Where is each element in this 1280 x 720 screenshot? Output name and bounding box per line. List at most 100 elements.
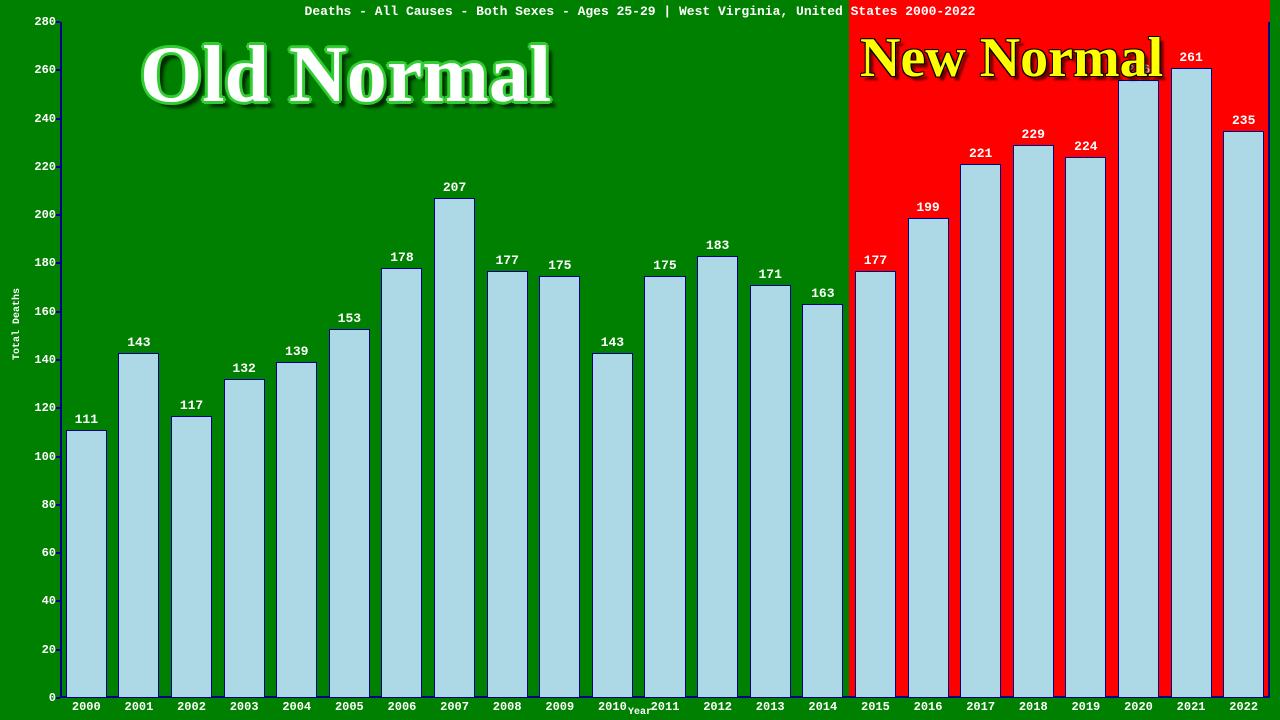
- xtick-label: 2009: [545, 700, 574, 714]
- ytick-mark: [56, 118, 60, 120]
- bar-value-label: 224: [1074, 139, 1097, 154]
- xtick-label: 2021: [1177, 700, 1206, 714]
- bar-value-label: 132: [232, 361, 255, 376]
- bar: [1223, 131, 1264, 698]
- overlay-old-normal: Old Normal: [140, 30, 551, 121]
- xtick-label: 2012: [703, 700, 732, 714]
- ytick-mark: [56, 214, 60, 216]
- bar: [329, 329, 370, 698]
- bar-value-label: 235: [1232, 113, 1255, 128]
- xtick-label: 2004: [282, 700, 311, 714]
- ytick-label: 280: [34, 15, 56, 29]
- bar-value-label: 175: [548, 258, 571, 273]
- ytick-mark: [56, 407, 60, 409]
- bar-value-label: 139: [285, 344, 308, 359]
- bar: [644, 276, 685, 699]
- ytick-label: 120: [34, 401, 56, 415]
- xtick-label: 2001: [125, 700, 154, 714]
- bar-value-label: 153: [338, 311, 361, 326]
- bar-value-label: 207: [443, 180, 466, 195]
- bar: [1013, 145, 1054, 698]
- ytick-mark: [56, 262, 60, 264]
- bar: [276, 362, 317, 698]
- xtick-label: 2014: [808, 700, 837, 714]
- ytick-label: 200: [34, 208, 56, 222]
- overlay-new-normal: New Normal: [860, 26, 1163, 90]
- bar-value-label: 175: [653, 258, 676, 273]
- bar: [1065, 157, 1106, 698]
- ytick-label: 220: [34, 160, 56, 174]
- ytick-mark: [56, 359, 60, 361]
- ytick-mark: [56, 21, 60, 23]
- xtick-label: 2005: [335, 700, 364, 714]
- xtick-label: 2006: [388, 700, 417, 714]
- xtick-label: 2007: [440, 700, 469, 714]
- ytick-mark: [56, 600, 60, 602]
- ytick-label: 140: [34, 353, 56, 367]
- bar: [750, 285, 791, 698]
- ytick-label: 20: [42, 643, 56, 657]
- ytick-mark: [56, 697, 60, 699]
- xtick-label: 2016: [914, 700, 943, 714]
- bar-value-label: 143: [601, 335, 624, 350]
- bar-value-label: 221: [969, 146, 992, 161]
- ytick-mark: [56, 504, 60, 506]
- bar-value-label: 229: [1022, 127, 1045, 142]
- bar-value-label: 143: [127, 335, 150, 350]
- bar-value-label: 177: [864, 253, 887, 268]
- xtick-label: 2022: [1229, 700, 1258, 714]
- ytick-label: 240: [34, 112, 56, 126]
- bar: [697, 256, 738, 698]
- ytick-label: 160: [34, 305, 56, 319]
- ytick-mark: [56, 311, 60, 313]
- y-axis-label: Total Deaths: [12, 288, 23, 360]
- ytick-mark: [56, 456, 60, 458]
- bar: [434, 198, 475, 698]
- bar: [855, 271, 896, 698]
- ytick-mark: [56, 552, 60, 554]
- ytick-label: 180: [34, 256, 56, 270]
- ytick-mark: [56, 69, 60, 71]
- bar: [1118, 80, 1159, 698]
- bar: [802, 304, 843, 698]
- xtick-label: 2003: [230, 700, 259, 714]
- xtick-label: 2019: [1071, 700, 1100, 714]
- xtick-label: 2020: [1124, 700, 1153, 714]
- bar: [66, 430, 107, 698]
- chart-title: Deaths - All Causes - Both Sexes - Ages …: [0, 4, 1280, 19]
- bar: [118, 353, 159, 698]
- xtick-label: 2000: [72, 700, 101, 714]
- bar-value-label: 111: [75, 412, 98, 427]
- bar-value-label: 117: [180, 398, 203, 413]
- xtick-label: 2018: [1019, 700, 1048, 714]
- bar-value-label: 261: [1179, 50, 1202, 65]
- xtick-label: 2011: [651, 700, 680, 714]
- bar: [592, 353, 633, 698]
- ytick-label: 60: [42, 546, 56, 560]
- bar-value-label: 199: [916, 200, 939, 215]
- bar-value-label: 171: [759, 267, 782, 282]
- bar: [539, 276, 580, 699]
- bar-value-label: 183: [706, 238, 729, 253]
- xtick-label: 2008: [493, 700, 522, 714]
- ytick-label: 0: [49, 691, 56, 705]
- bar: [908, 218, 949, 698]
- bar: [381, 268, 422, 698]
- xtick-label: 2013: [756, 700, 785, 714]
- ytick-label: 260: [34, 63, 56, 77]
- bar-value-label: 178: [390, 250, 413, 265]
- bar-value-label: 177: [495, 253, 518, 268]
- bar: [487, 271, 528, 698]
- ytick-mark: [56, 649, 60, 651]
- bar-value-label: 163: [811, 286, 834, 301]
- xtick-label: 2017: [966, 700, 995, 714]
- xtick-label: 2002: [177, 700, 206, 714]
- xtick-label: 2010: [598, 700, 627, 714]
- bar: [1171, 68, 1212, 698]
- ytick-label: 80: [42, 498, 56, 512]
- xtick-label: 2015: [861, 700, 890, 714]
- ytick-label: 100: [34, 450, 56, 464]
- ytick-label: 40: [42, 594, 56, 608]
- bar: [224, 379, 265, 698]
- bar: [171, 416, 212, 698]
